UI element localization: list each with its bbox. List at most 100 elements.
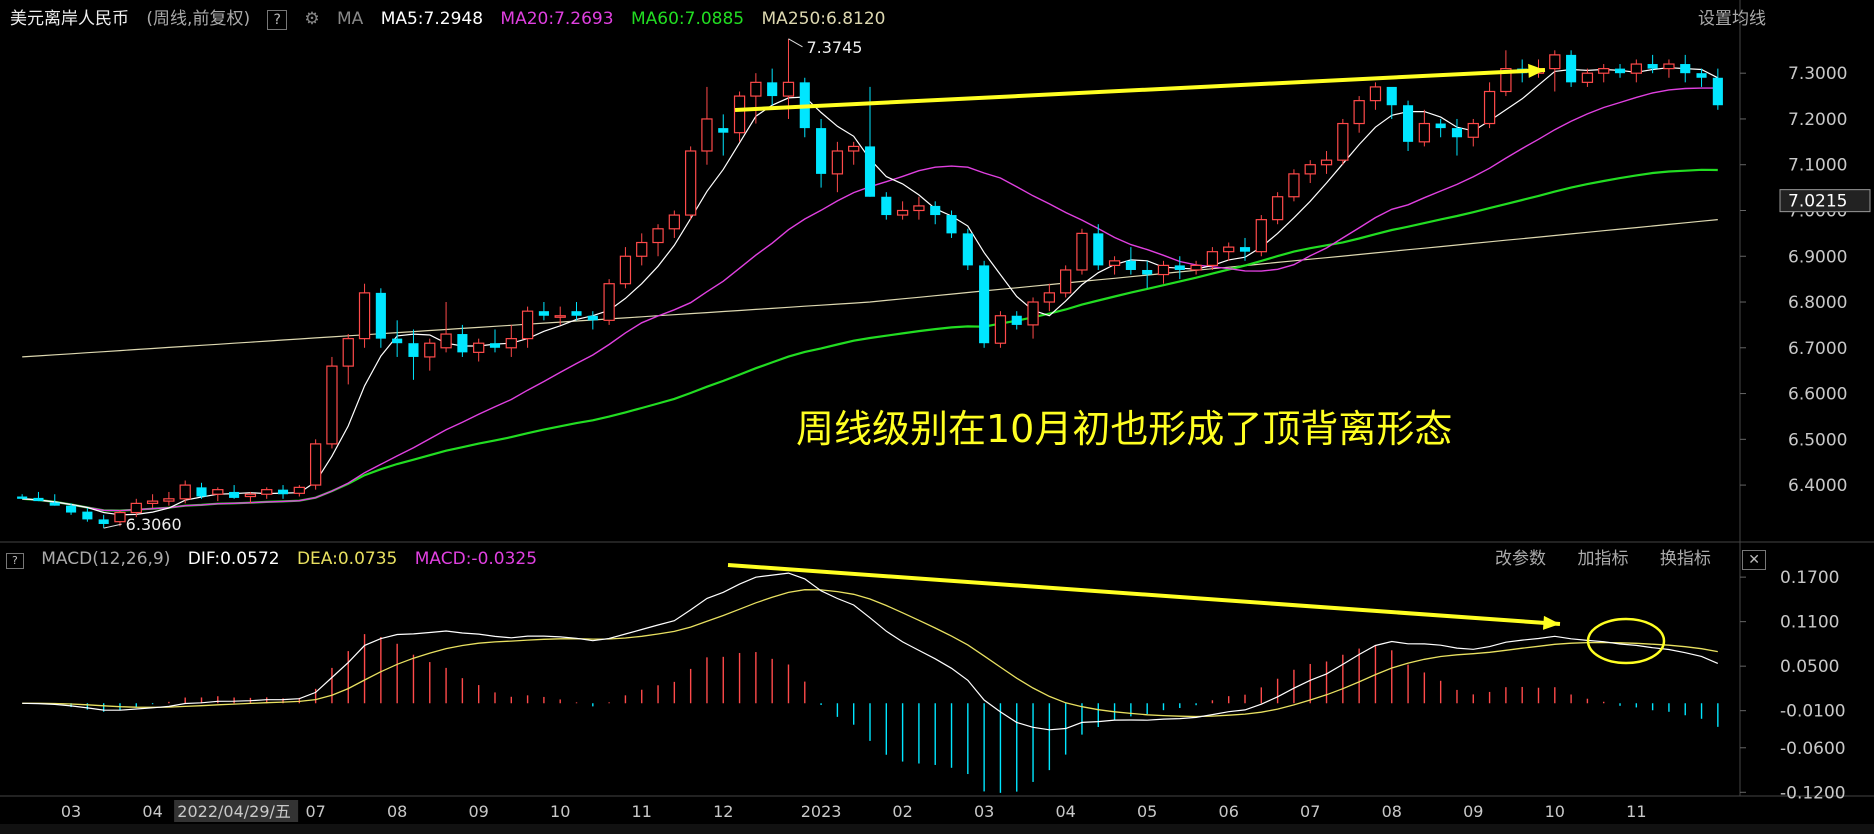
high-price-pointer	[788, 38, 803, 48]
candle-body-up	[701, 118, 713, 152]
candle-body-up	[636, 241, 648, 257]
candle-body-up	[619, 255, 632, 285]
price-tick-label: 6.9000	[1788, 247, 1847, 267]
candle-body-up	[1271, 196, 1284, 221]
macd-label: MACD(12,26,9)	[41, 549, 171, 569]
dif-line	[22, 572, 1719, 731]
price-tick-label: 7.3000	[1788, 64, 1847, 84]
candle-body-up	[684, 150, 697, 216]
x-axis-label: 10	[1545, 802, 1565, 821]
candle-body-down	[767, 82, 778, 97]
candle-body-down	[1566, 54, 1577, 83]
candle-body-down	[946, 215, 957, 234]
candle-body-down	[49, 502, 60, 506]
candle-body-up	[1027, 301, 1039, 326]
candle-body-up	[244, 493, 257, 498]
candle-body-up	[1157, 264, 1170, 276]
candle-body-down	[962, 233, 973, 266]
candle-body-up	[163, 498, 175, 502]
x-axis-label: 03	[61, 802, 81, 821]
macd-help-button[interactable]: ?	[6, 553, 24, 569]
candle-body-up	[1630, 63, 1642, 74]
x-axis-label: 2022/04/29/五	[177, 802, 291, 821]
candle-body-down	[538, 311, 549, 316]
dea-line	[22, 589, 1718, 718]
x-axis-label: 05	[1137, 802, 1157, 821]
candle-body-up	[1255, 219, 1267, 253]
price-tick-label: 6.5000	[1788, 430, 1847, 450]
candle-body-down	[1125, 260, 1136, 270]
candle-body-up	[1190, 264, 1202, 271]
candle-body-up	[913, 205, 925, 212]
candle-body-down	[718, 128, 729, 133]
candle-body-up	[261, 489, 273, 495]
add-indicator-button[interactable]: 加指标	[1577, 549, 1629, 569]
main-header: 美元离岸人民币 (周线,前复权) ? ⚙ MA MA5:7.2948 MA20:…	[0, 4, 1874, 34]
candle-body-down	[864, 146, 876, 197]
candle-body-down	[1093, 233, 1104, 266]
ma250-line	[22, 219, 1718, 358]
x-axis-label: 08	[387, 802, 407, 821]
candle-body-up	[1206, 251, 1219, 267]
candle-body-down	[229, 491, 240, 498]
x-axis-label: 07	[305, 802, 325, 821]
close-icon[interactable]: ✕	[1742, 550, 1766, 570]
candle-body-down	[1614, 68, 1626, 74]
switch-indicator-button[interactable]: 换指标	[1659, 549, 1711, 569]
edit-params-button[interactable]: 改参数	[1495, 549, 1547, 569]
dea-value: DEA:0.0735	[296, 549, 398, 569]
price-tick-label: 6.7000	[1788, 339, 1847, 359]
ma-label: MA	[336, 9, 364, 29]
price-tick-label: 6.4000	[1788, 476, 1847, 496]
candle-body-up	[1369, 86, 1382, 102]
ma250-value: MA250:6.8120	[761, 9, 886, 29]
macd-divergence-arrow	[727, 563, 1561, 626]
gear-icon[interactable]: ⚙	[304, 9, 320, 29]
price-tick-label: 7.1000	[1788, 156, 1847, 176]
candle-body-up	[1549, 54, 1561, 70]
price-divergence-arrow-head	[1528, 63, 1545, 78]
candle-body-up	[994, 315, 1007, 344]
candle-body-up	[1663, 63, 1675, 70]
candle-body-down	[816, 128, 827, 174]
low-price-label: 6.3060	[126, 515, 182, 534]
price-tick-label: 6.8000	[1788, 293, 1847, 313]
candle-body-down	[17, 496, 28, 499]
candle-body-down	[375, 292, 386, 339]
candle-body-up	[212, 489, 224, 495]
candle-body-up	[114, 511, 126, 523]
candle-body-up	[1581, 72, 1594, 83]
x-axis-label: 09	[1463, 802, 1483, 821]
ma-settings-button[interactable]: 设置均线	[1698, 9, 1766, 29]
x-axis-label: 12	[713, 802, 733, 821]
help-button[interactable]: ?	[267, 10, 287, 30]
candle-body-up	[733, 95, 746, 134]
divergence-circle	[1586, 617, 1666, 665]
ma60-value: MA60:7.0885	[630, 9, 745, 29]
candle-body-down	[1239, 247, 1251, 252]
candle-body-up	[1500, 68, 1512, 93]
main-panel: 7.30007.20007.10007.00006.90006.80006.70…	[0, 0, 1874, 797]
candle-body-up	[440, 333, 452, 349]
dif-value: DIF:0.0572	[187, 549, 280, 569]
candle-body-up	[1108, 260, 1121, 267]
macd-tick-label: -0.0600	[1780, 739, 1846, 759]
ma20-value: MA20:7.2693	[500, 9, 614, 29]
price-tick-label: 6.6000	[1788, 385, 1847, 405]
candle-body-down	[33, 497, 44, 502]
candle-body-up	[554, 315, 566, 318]
candle-body-down	[408, 343, 419, 357]
candle-body-down	[1712, 77, 1723, 106]
candle-body-up	[179, 484, 191, 500]
candle-body-up	[521, 310, 534, 340]
candle-body-down	[1451, 128, 1463, 138]
candle-body-up	[424, 342, 436, 358]
macd-tick-label: 0.0500	[1780, 657, 1839, 677]
x-axis-label: 10	[550, 802, 570, 821]
x-axis-highlight	[174, 800, 299, 822]
candle-body-up	[1483, 90, 1496, 125]
x-axis-label: 04	[1055, 802, 1075, 821]
macd-tick-label: -0.0100	[1780, 702, 1846, 722]
current-price-box	[1779, 189, 1871, 213]
x-axis-label: 2023	[801, 802, 842, 821]
